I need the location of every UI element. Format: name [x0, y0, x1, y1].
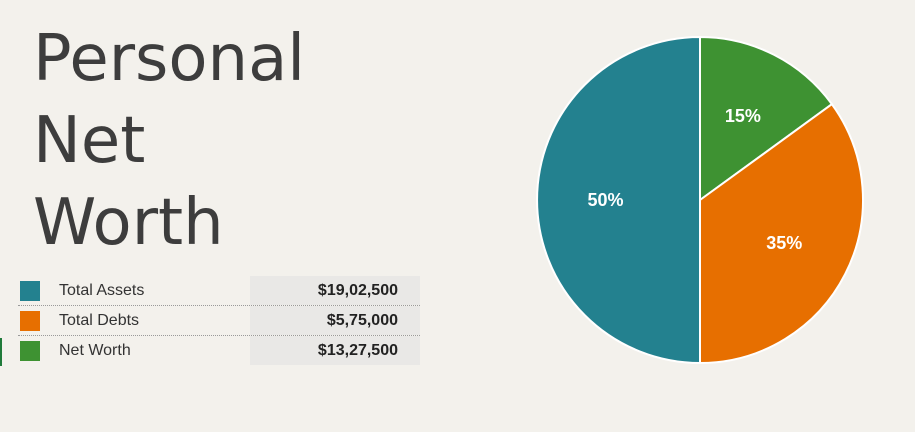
pie-slice-total-debts [699, 102, 864, 365]
legend-label-net-worth: Net Worth [59, 342, 131, 359]
legend-row-total-assets: Total Assets $19,02,500 [18, 276, 420, 306]
legend-label-total-assets: Total Assets [59, 282, 145, 299]
pie-slice-net-worth [699, 35, 834, 202]
pie-slice-total-assets [536, 35, 701, 365]
legend-row-net-worth: Net Worth $13,27,500 [18, 336, 420, 365]
legend-label-total-debts: Total Debts [59, 312, 140, 329]
pie-label-total-assets: 50% [587, 190, 623, 210]
legend-row-total-debts: Total Debts $5,75,000 [18, 306, 420, 336]
legend-swatch-total-debts [20, 311, 40, 331]
selection-edge-marker [0, 338, 2, 366]
pie-chart: 15% 35% 50% [536, 35, 864, 365]
title-line-2: Net [33, 104, 146, 178]
legend-value-total-debts: $5,75,000 [250, 306, 420, 335]
title-line-3: Worth [33, 186, 224, 260]
legend-table: Total Assets $19,02,500 Total Debts $5,7… [18, 276, 420, 365]
title-line-1: Personal [33, 22, 306, 96]
pie-label-net-worth: 15% [725, 106, 761, 126]
legend-value-net-worth: $13,27,500 [250, 336, 420, 365]
page-title: Personal Net Worth [33, 18, 305, 264]
pie-label-total-debts: 35% [766, 233, 802, 253]
legend-swatch-total-assets [20, 281, 40, 301]
legend-swatch-net-worth [20, 341, 40, 361]
legend-value-total-assets: $19,02,500 [250, 276, 420, 305]
